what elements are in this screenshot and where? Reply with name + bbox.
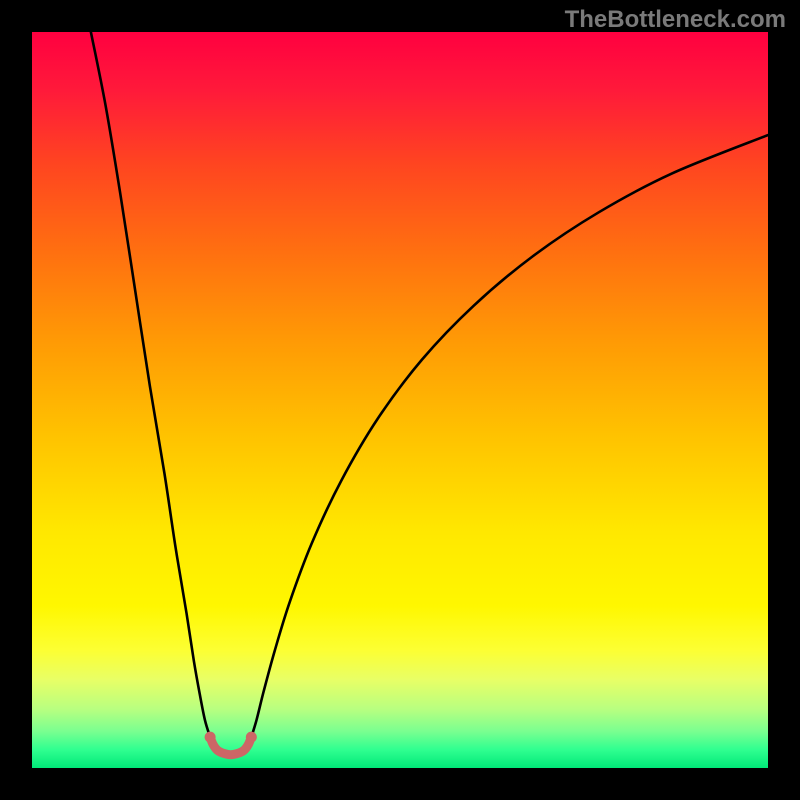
plot-background	[32, 32, 768, 768]
chart-svg	[0, 0, 800, 800]
valley-endpoint-dot	[246, 732, 257, 743]
watermark-text: TheBottleneck.com	[565, 6, 786, 34]
figure-root: TheBottleneck.com	[0, 0, 800, 800]
valley-endpoint-dot	[205, 732, 216, 743]
